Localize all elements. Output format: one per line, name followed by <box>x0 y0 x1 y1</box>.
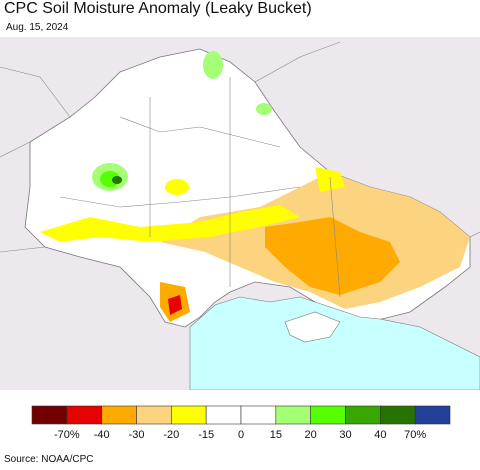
legend-swatch <box>205 405 242 425</box>
legend-swatch <box>345 405 381 425</box>
legend-swatch <box>380 405 416 425</box>
legend-label: -40 <box>94 429 110 441</box>
wet-area <box>112 176 122 184</box>
map-title: CPC Soil Moisture Anomaly (Leaky Bucket) <box>4 0 312 17</box>
legend-swatch <box>136 405 172 425</box>
borders <box>0 41 480 298</box>
mild-dry-area <box>165 179 189 195</box>
legend: -70% -40 -30 -20 -15 0 15 20 30 40 70% <box>31 405 451 441</box>
map <box>0 37 480 390</box>
legend-label: 0 <box>238 429 244 441</box>
mild-dry-area <box>40 205 300 242</box>
legend-label: 30 <box>339 429 351 441</box>
legend-label: -20 <box>163 429 179 441</box>
map-date: Aug. 15, 2024 <box>6 22 69 33</box>
legend-swatch <box>414 405 451 425</box>
legend-swatch <box>31 405 68 425</box>
legend-label: 70% <box>404 429 426 441</box>
legend-swatch <box>310 405 346 425</box>
legend-swatch <box>240 405 277 425</box>
legend-swatch <box>66 405 102 425</box>
legend-label: -30 <box>129 429 145 441</box>
legend-label: -70% <box>54 429 80 441</box>
legend-label: -15 <box>198 429 214 441</box>
legend-swatch <box>101 405 137 425</box>
crimea <box>284 311 341 343</box>
sea <box>189 296 480 390</box>
source-note: Source: NOAA/CPC <box>4 454 94 465</box>
wet-area <box>203 51 223 79</box>
extreme-dry-area <box>168 295 182 315</box>
legend-label: 40 <box>374 429 386 441</box>
legend-swatch <box>275 405 311 425</box>
very-dry-area <box>265 217 400 295</box>
legend-label: 15 <box>270 429 282 441</box>
wet-area <box>256 103 272 115</box>
legend-label: 20 <box>305 429 317 441</box>
legend-swatch <box>171 405 207 425</box>
